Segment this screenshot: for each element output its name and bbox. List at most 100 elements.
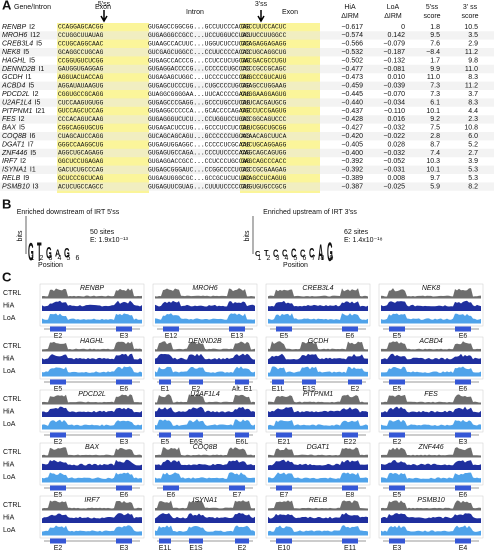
value: 9.2 (430, 116, 440, 123)
coverage-track (155, 288, 255, 299)
coverage-track (42, 288, 142, 299)
position: 1 (31, 255, 35, 262)
exon (342, 538, 358, 544)
value: −0.400 (341, 150, 363, 157)
exon (50, 379, 66, 385)
coverage-track (381, 353, 481, 364)
ylabel: bits (17, 230, 24, 241)
exon (342, 432, 358, 438)
exon (116, 485, 132, 491)
coverage-track (268, 288, 368, 299)
seq: GUGAGGACCGCC...CCUCCCUGCCAG (148, 158, 250, 165)
track-label: LoA (3, 315, 16, 322)
seq: CGGCAGGUGCUG (58, 124, 104, 131)
seq: GUAGGCGGGGAA...UUCACCCCGAAG (148, 91, 250, 98)
panel-frame (378, 283, 484, 327)
coverage-track (42, 525, 142, 536)
coverage-track (155, 366, 255, 377)
gene-name: ZNF446 (417, 444, 443, 451)
gene: COQ8B (2, 133, 27, 140)
xlabel: Position (38, 262, 63, 269)
gene: RELB (2, 175, 21, 182)
panel-frame (378, 495, 484, 539)
exon (116, 538, 132, 544)
exon-label: E6 (167, 492, 176, 499)
panel-frame (265, 336, 371, 380)
exon (455, 326, 471, 332)
value: 7.5 (430, 125, 440, 132)
value: −0.052 (383, 158, 405, 165)
exon-label: E5 (54, 386, 63, 393)
value: 0.008 (387, 175, 405, 182)
coverage-track (155, 313, 255, 324)
coverage-track (155, 500, 255, 511)
value: −0.477 (341, 66, 363, 73)
logo-letter: G (327, 238, 333, 268)
row-stripe (0, 165, 494, 174)
panel-frame (265, 495, 371, 539)
seq: GUGAGUUCGUAG...CUUUUCCCCCAG (148, 183, 250, 190)
coverage-track (268, 406, 368, 417)
value: 0.028 (387, 141, 405, 148)
value: −8.4 (426, 49, 440, 56)
coverage-track (155, 472, 255, 483)
value: −0.392 (341, 167, 363, 174)
coverage-track (268, 459, 368, 470)
exon (276, 326, 292, 332)
seq: CCUGCAGGCAAC (58, 40, 104, 47)
header: Gene/Intron (14, 4, 51, 11)
intron-id: I2 (20, 158, 26, 165)
gene: RENBP (2, 24, 26, 31)
header: 3'ss (255, 1, 268, 8)
exon-label: E12 (165, 333, 178, 340)
coverage-track (268, 472, 368, 483)
track-label: LoA (3, 368, 16, 375)
exon-label: E6 (120, 386, 129, 393)
value: −0.081 (383, 66, 405, 73)
coverage-track (268, 313, 368, 324)
exon (389, 485, 405, 491)
value: −0.440 (341, 99, 363, 106)
coverage-track (381, 500, 481, 511)
exon (163, 485, 179, 491)
row-stripe (0, 182, 494, 191)
exon-label: E6S (189, 439, 203, 446)
panel-frame (378, 389, 484, 433)
xlabel: Position (283, 262, 308, 269)
seq: GUGAGAGCUGGC...UCCCCUCCCCAG (148, 74, 250, 81)
coverage-track (42, 419, 142, 430)
evalue: E: 1.4x10⁻¹⁸ (344, 237, 383, 244)
intron-id: I2 (19, 116, 25, 123)
position: 2 (267, 255, 271, 262)
logo-title: Enriched downstream of IRT 5'ss (17, 209, 120, 216)
logo-letter: C (255, 249, 260, 258)
exon-label: E22 (344, 439, 357, 446)
seq: AGGCUGCAGAGG (58, 150, 104, 157)
gene: GCDH (2, 74, 24, 81)
seq: GUGAGGCCCCCA...GCACCCCAGAAG (148, 108, 250, 115)
exon (389, 326, 405, 332)
gene-name: FES (424, 391, 438, 398)
exon (50, 538, 66, 544)
gene-name: CREB3L4 (302, 285, 333, 292)
seq: GUGAGCCGGCGG...GCCUUCCCACAG (148, 24, 250, 31)
seq: GUUCACGAUGCG (241, 99, 287, 106)
seq: GUGAGUGGAGGC...CCCCCUCGCAAG (148, 141, 250, 148)
intron-id: I3 (33, 183, 39, 190)
coverage-track (381, 513, 481, 523)
value: 3.7 (468, 91, 478, 98)
value: 6.0 (468, 133, 478, 140)
intron-id: I5 (36, 41, 42, 48)
position: 5 (67, 255, 71, 262)
value: −0.574 (341, 32, 363, 39)
seq: GCUUCCUUGGCC (241, 32, 287, 39)
seq: GCCCGCGAAGAG (241, 166, 287, 173)
exon-label: E5 (393, 386, 402, 393)
coverage-track (155, 394, 255, 405)
intron-id: I2 (29, 24, 35, 31)
seq: GUUCGGCUGCGG (241, 124, 287, 131)
exon (159, 432, 171, 438)
exon-label: E11 (344, 545, 356, 550)
panel-label: A (2, 0, 12, 12)
row-stripe (0, 48, 494, 57)
